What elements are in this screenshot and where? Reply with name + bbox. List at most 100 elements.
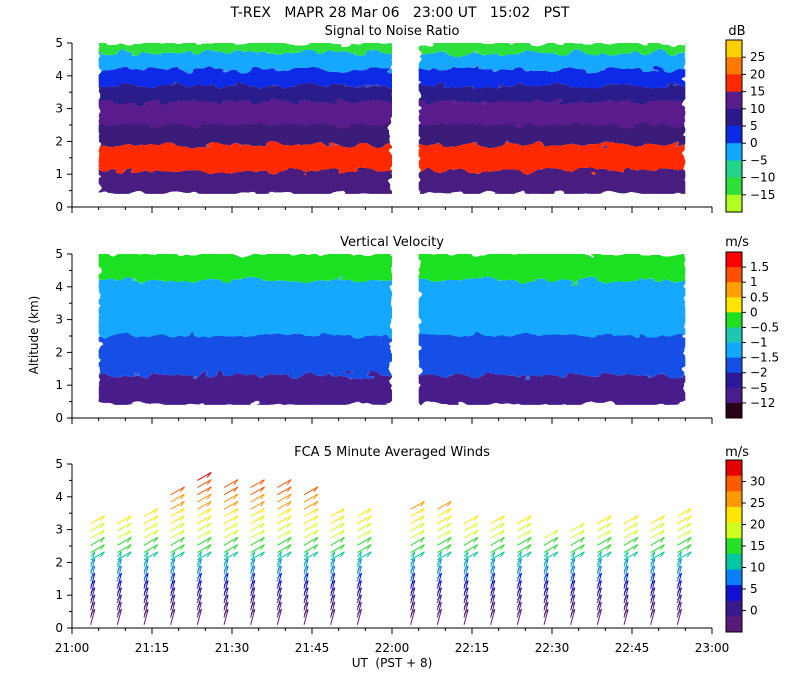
wind-barb-flag: [313, 515, 319, 522]
wind-barb-flag: [153, 544, 159, 550]
wind-barb-shaft: [677, 551, 692, 561]
colorbar-swatch: [726, 387, 742, 404]
colorbar-label: 0: [750, 136, 758, 150]
wind-barb-shaft: [250, 536, 265, 546]
wind-barb-shaft: [116, 573, 122, 589]
wind-barb-shaft: [436, 601, 442, 618]
wind-barb-shaft: [543, 580, 549, 596]
snr-heatmap: [72, 43, 712, 207]
wind-barb-flag: [100, 515, 105, 522]
wind-barb-flag: [366, 537, 372, 543]
wind-barb-shaft: [330, 580, 336, 596]
colorbar-swatch: [726, 40, 742, 58]
wind-barb-flag: [153, 551, 159, 558]
wind-barb-flag: [180, 529, 185, 536]
wind-barb-flag: [197, 551, 202, 557]
colorbar-swatch: [726, 91, 742, 110]
colorbar-label: 5: [750, 119, 758, 133]
wind-barb-flag: [260, 508, 265, 514]
wind-barb-shaft: [303, 551, 309, 568]
y-tick-label: 3: [55, 313, 63, 327]
wind-barb-shaft: [143, 515, 159, 525]
wind-barb-shaft: [117, 551, 132, 561]
wind-barb-flag: [260, 479, 265, 485]
wind-barb-flag: [623, 551, 629, 557]
wind-barb-shaft: [463, 565, 469, 582]
wind-barb-shaft: [677, 544, 692, 553]
wind-barb-shaft: [490, 580, 496, 596]
heatmap-segment: [98, 43, 393, 194]
wind-barb-flag: [340, 544, 345, 550]
wind-barb-shaft: [357, 529, 372, 539]
wind-barb-shaft: [677, 515, 692, 525]
wind-barb-shaft: [116, 551, 122, 568]
wind-barb-flag: [330, 551, 336, 557]
wind-barb-flag: [260, 500, 265, 507]
colorbar-label: −5: [750, 381, 768, 395]
wind-barb-shaft: [490, 551, 496, 568]
heatmap-band: [418, 144, 686, 171]
wind-barb-shaft: [570, 551, 576, 568]
wind-barb-shaft: [170, 573, 176, 589]
wind-barb-shaft: [250, 573, 256, 589]
wind-barb-shaft: [277, 486, 292, 496]
wind-barb-flag: [126, 551, 132, 558]
wind-barb-shaft: [570, 565, 576, 582]
y-tick-label: 3: [55, 102, 63, 116]
wind-barb-flag: [473, 537, 479, 543]
heatmap-band: [418, 85, 686, 103]
wind-barb-shaft: [250, 580, 256, 596]
wind-barb-flag: [650, 551, 656, 557]
wind-barb-flag: [286, 529, 292, 536]
wind-barb-shaft: [623, 536, 639, 546]
wind-barb-shaft: [463, 529, 479, 539]
wind-barb-shaft: [677, 536, 692, 546]
heatmap-band: [418, 43, 686, 53]
wind-barb-flag: [340, 537, 345, 543]
colorbar-swatch: [726, 342, 742, 359]
wind-barb-shaft: [197, 471, 212, 481]
wind-barb-shaft: [357, 536, 372, 546]
wind-barb-flag: [206, 522, 212, 529]
wind-barb-flag: [686, 529, 692, 536]
wind-barb-shaft: [436, 594, 442, 611]
wind-barb-shaft: [117, 522, 132, 532]
wind-barb-shaft: [116, 594, 122, 611]
wind-barb-shaft: [410, 551, 416, 568]
wind-barb-flag: [340, 515, 345, 522]
wind-barb-shaft: [143, 587, 149, 604]
wind-barb-shaft: [90, 573, 96, 589]
wind-barb-shaft: [303, 558, 309, 575]
wind-barb-shaft: [277, 522, 292, 532]
wind-barb-shaft: [410, 544, 425, 553]
colorbar-swatch: [726, 522, 742, 539]
wind-barb-shaft: [570, 551, 585, 561]
x-tick-label: 22:15: [455, 641, 490, 655]
heatmap-band: [418, 52, 686, 70]
wind-barb-shaft: [196, 558, 202, 575]
wind-barb-shaft: [143, 544, 159, 553]
wind-barb-flag: [500, 551, 505, 558]
y-tick-label: 3: [55, 523, 63, 537]
wind-barb-shaft: [250, 551, 256, 568]
wind-barb-flag: [313, 551, 319, 558]
wind-barb-flag: [446, 515, 452, 522]
below-range: [72, 193, 712, 207]
snr-panel: Signal to Noise Ratio 0 1 2 3 4 5 25 20 15 10 5 0 −…: [55, 24, 775, 214]
wind-barb-shaft: [90, 587, 96, 604]
wind-barb-shaft: [677, 508, 692, 517]
wind-barb-shaft: [437, 529, 452, 539]
wind-barb-shaft: [197, 544, 212, 553]
wind-barb-flag: [473, 551, 479, 558]
wind-barb-shaft: [517, 522, 532, 532]
wind-barb-shaft: [90, 551, 96, 568]
wind-barb-flag: [686, 544, 692, 550]
colorbar-swatch: [726, 297, 742, 313]
snr-axes: 0 1 2 3 4 5: [55, 36, 713, 214]
wind-barb-shaft: [303, 565, 309, 582]
wind-barb-shaft: [570, 609, 576, 625]
wind-barb-shaft: [410, 500, 425, 510]
wind-barb-shaft: [436, 573, 442, 589]
y-tick-label: 5: [55, 457, 63, 471]
